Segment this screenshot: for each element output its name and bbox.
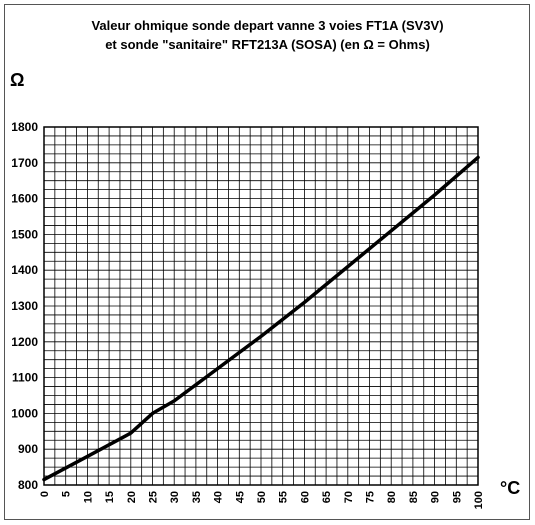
y-tick-label: 1500 xyxy=(11,227,38,241)
series-line xyxy=(42,155,480,482)
x-axis-unit: °C xyxy=(500,478,521,498)
x-tick-label: 55 xyxy=(278,491,290,503)
x-tick-label: 50 xyxy=(256,491,268,503)
chart-title: Valeur ohmique sonde depart vanne 3 voie… xyxy=(91,18,444,33)
plot-border xyxy=(43,126,479,486)
x-tick-label: 80 xyxy=(386,491,398,503)
y-tick-label: 1800 xyxy=(11,120,38,134)
y-axis-unit: Ω xyxy=(10,70,25,90)
y-tick-label: 1600 xyxy=(11,192,38,206)
x-tick-label: 20 xyxy=(126,491,138,503)
x-tick-label: 0 xyxy=(39,491,51,497)
x-tick-label: 70 xyxy=(343,491,355,503)
y-tick-label: 1700 xyxy=(11,156,38,170)
y-tick-label: 1100 xyxy=(12,371,38,385)
x-tick-label: 65 xyxy=(321,491,333,503)
x-tick-label: 35 xyxy=(191,491,203,503)
x-tick-label: 10 xyxy=(82,491,94,503)
x-tick-label: 100 xyxy=(473,491,485,509)
x-tick-label: 40 xyxy=(213,491,225,503)
chart-subtitle: et sonde "sanitaire" RFT213A (SOSA) (en … xyxy=(105,37,430,52)
y-tick-label: 900 xyxy=(18,442,38,456)
x-tick-label: 15 xyxy=(104,491,116,503)
x-tick-label: 60 xyxy=(299,491,311,503)
x-tick-label: 95 xyxy=(451,491,463,503)
y-tick-label: 800 xyxy=(18,478,38,492)
x-tick-label: 90 xyxy=(430,491,442,503)
x-tick-label: 25 xyxy=(148,491,160,503)
x-tick-label: 85 xyxy=(408,491,420,503)
x-tick-label: 5 xyxy=(61,491,73,497)
x-tick-label: 45 xyxy=(234,491,246,503)
x-tick-label: 75 xyxy=(365,491,377,503)
x-tick-label: 30 xyxy=(169,491,181,503)
y-tick-label: 1400 xyxy=(11,263,38,277)
y-tick-label: 1300 xyxy=(11,299,38,313)
y-tick-label: 1000 xyxy=(11,406,38,420)
y-tick-label: 1200 xyxy=(11,335,38,349)
